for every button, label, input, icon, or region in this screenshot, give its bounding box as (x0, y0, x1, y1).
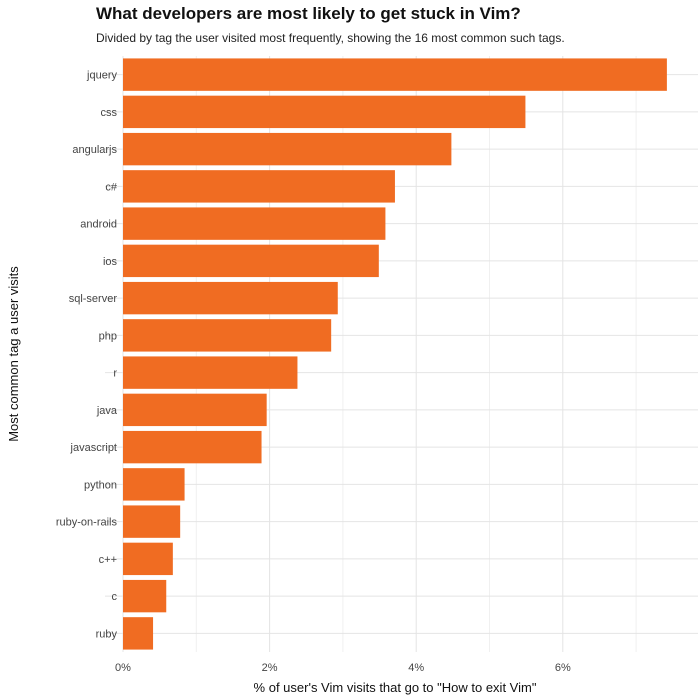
y-tick-label: ios (103, 256, 118, 268)
bar-c (123, 579, 167, 613)
bar-c++ (123, 542, 173, 576)
bar-java (123, 393, 267, 427)
y-tick-label: jquery (86, 70, 117, 82)
x-tick-label: 0% (115, 662, 131, 674)
bar-php (123, 319, 332, 352)
y-tick-label: ruby-on-rails (56, 517, 118, 529)
y-tick-label: java (96, 405, 118, 417)
y-tick-label: php (99, 330, 117, 342)
bar-r (123, 356, 298, 389)
bar-javascript (123, 430, 262, 464)
chart-subtitle: Divided by tag the user visited most fre… (96, 31, 565, 45)
bar-jquery (123, 58, 667, 91)
bar-css (123, 95, 526, 129)
bar-python (123, 468, 185, 501)
y-tick-label: android (80, 219, 117, 231)
x-axis-title: % of user's Vim visits that go to "How t… (254, 680, 537, 695)
y-tick-label: c (112, 591, 118, 603)
y-tick-label: sql-server (69, 293, 118, 305)
y-tick-label: c++ (99, 554, 117, 566)
bar-angularjs (123, 132, 452, 166)
bar-android (123, 207, 386, 240)
bar-sql-server (123, 281, 338, 315)
y-tick-label: javascript (70, 442, 117, 454)
x-tick-label: 6% (555, 662, 571, 674)
bar-ruby-on-rails (123, 505, 181, 538)
y-tick-label: css (101, 107, 118, 119)
x-tick-label: 4% (408, 662, 424, 674)
y-tick-label: python (84, 479, 117, 491)
y-tick-label: angularjs (72, 144, 117, 156)
y-axis-title: Most common tag a user visits (6, 266, 21, 442)
chart-title: What developers are most likely to get s… (96, 4, 521, 23)
y-tick-label: r (113, 368, 117, 380)
bar-c# (123, 170, 395, 203)
y-tick-label: c# (105, 181, 118, 193)
bar-ios (123, 244, 379, 278)
y-tick-label: ruby (96, 628, 118, 640)
x-tick-label: 2% (262, 662, 278, 674)
bar-ruby (123, 617, 154, 650)
